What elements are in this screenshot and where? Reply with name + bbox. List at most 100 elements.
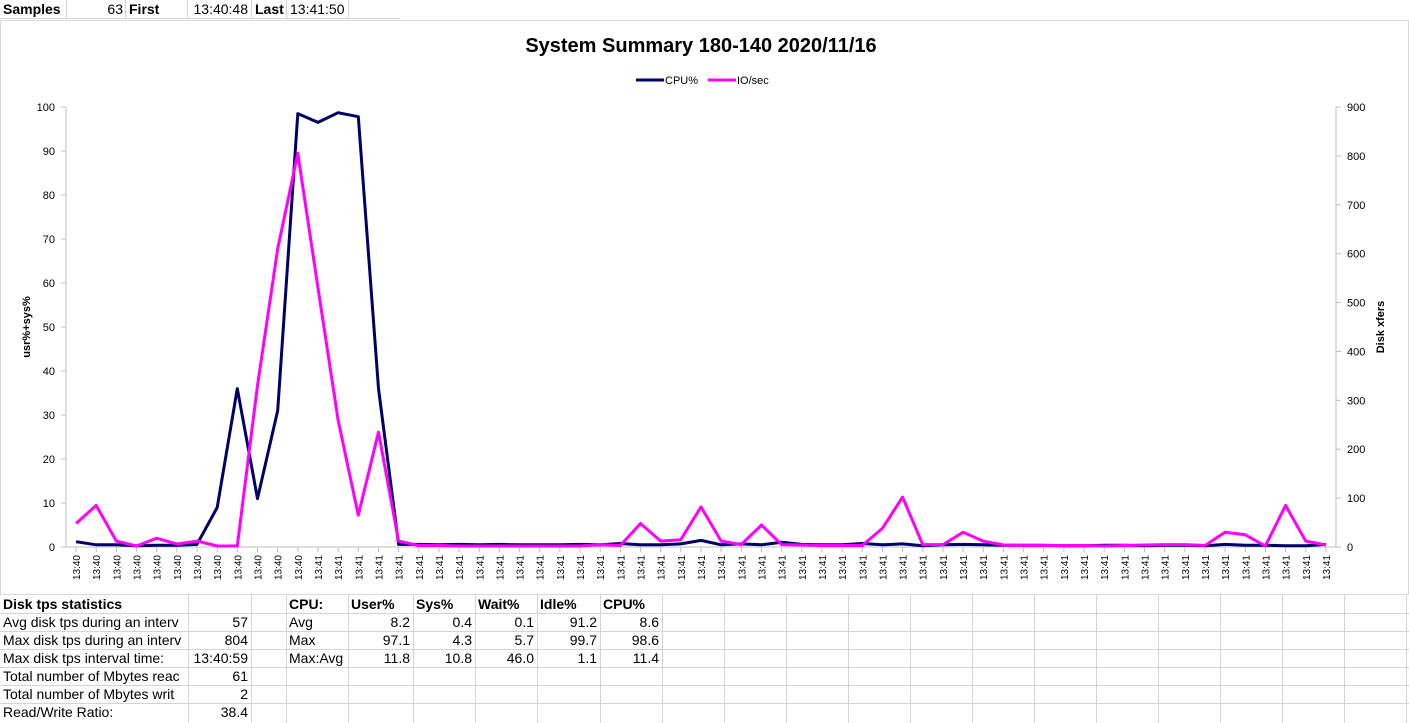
grid-line [1034,595,1035,723]
x-tick-label: 13:41 [1241,555,1252,580]
cpu-stat-value[interactable]: 0.4 [452,614,472,630]
legend-label: IO/sec [737,75,769,87]
x-tick-label: 13:41 [959,555,970,580]
chart-axes: 0 10 20 30 40 50 60 70 80 90 100 0 100 200 300 400 500 60… [21,102,1387,580]
chart-legend: CPU% IO/sec [636,75,769,87]
cpu-stat-value[interactable]: 11.4 [632,650,659,666]
x-tick-label: 13:41 [1040,555,1051,580]
disk-stat-label: Max disk tps interval time: [3,650,165,666]
cpu-stat-value[interactable]: 4.3 [452,632,472,648]
grid-line [0,613,1409,614]
x-tick-label: 13:41 [798,555,809,580]
grid-line [910,595,911,723]
x-tick-label: 13:41 [1221,555,1232,580]
cpu-stat-value[interactable]: 46.0 [506,650,534,666]
x-tick-label: 13:41 [1120,555,1131,580]
cpu-stat-value[interactable]: 0.1 [514,614,534,630]
grid-line [1096,595,1097,723]
x-tick-label: 13:40 [213,555,224,580]
x-tick-label: 13:41 [1322,555,1333,580]
x-tick-label: 13:40 [92,555,103,580]
grid-line [972,595,973,723]
cpu-stat-value[interactable]: 11.8 [383,650,410,666]
grid-line [0,631,1409,632]
x-tick-label: 13:41 [616,555,627,580]
y-right-tick-label: 300 [1347,395,1365,407]
grid-line [251,595,252,723]
disk-stat-value[interactable]: 57 [232,614,248,630]
grid-line [600,595,601,723]
x-tick-label: 13:41 [536,555,547,580]
cpu-stats-title: CPU: [289,596,324,612]
series-line-io-sec [75,151,1327,548]
cpu-stat-row-label: Avg [289,614,313,630]
cpu-stat-value[interactable]: 99.7 [569,632,597,648]
cpu-stat-row-label: Max [289,632,316,648]
y-left-tick-label: 20 [43,454,55,466]
x-tick-label: 13:41 [757,555,768,580]
y-right-tick-label: 500 [1347,298,1365,310]
x-tick-label: 13:41 [697,555,708,580]
cpu-stat-value[interactable]: 91.2 [569,614,597,630]
samples-value[interactable]: 63 [107,1,123,17]
cpu-stat-value[interactable]: 8.2 [390,614,410,630]
x-tick-label: 13:41 [1201,555,1212,580]
x-tick-label: 13:41 [475,555,486,580]
x-tick-label: 13:41 [1261,555,1272,580]
cpu-stat-value[interactable]: 5.7 [514,632,534,648]
disk-stat-label: Total number of Mbytes reac [3,668,180,684]
y-right-tick-label: 200 [1347,444,1365,456]
grid-line [0,649,1409,650]
x-tick-label: 13:41 [818,555,829,580]
x-tick-label: 13:41 [1181,555,1192,580]
x-tick-label: 13:41 [334,555,345,580]
disk-stat-value[interactable]: 61 [232,668,248,684]
y-left-tick-label: 50 [43,322,55,334]
disk-stat-value[interactable]: 804 [224,632,248,648]
grid-line [724,595,725,723]
system-summary-chart[interactable]: System Summary 180-140 2020/11/16 CPU% IO… [0,20,1409,595]
x-tick-label: 13:41 [999,555,1010,580]
grid-line [662,595,663,723]
y-right-tick-label: 100 [1347,493,1365,505]
x-tick-label: 13:41 [435,555,446,580]
x-tick-label: 13:40 [254,555,265,580]
x-tick-label: 13:40 [153,555,164,580]
x-tick-label: 13:41 [314,555,325,580]
first-label: First [129,1,160,17]
legend-label: CPU% [665,75,698,87]
cpu-stat-header: CPU% [603,596,646,612]
disk-stats-title: Disk tps statistics [3,596,123,612]
samples-label: Samples [3,1,61,17]
first-value[interactable]: 13:40:48 [193,1,249,17]
x-tick-label: 13:41 [576,555,587,580]
cpu-stat-header: Sys% [416,596,454,612]
x-tick-label: 13:41 [858,555,869,580]
x-tick-label: 13:41 [778,555,789,580]
disk-stat-value[interactable]: 38.4 [220,704,248,720]
disk-stat-value[interactable]: 2 [240,686,248,702]
x-tick-label: 13:41 [878,555,889,580]
x-tick-label: 13:41 [919,555,930,580]
x-tick-label: 13:40 [274,555,285,580]
x-tick-label: 13:41 [1100,555,1111,580]
cpu-stat-value[interactable]: 1.1 [577,650,597,666]
disk-stat-value[interactable]: 13:40:59 [193,650,249,666]
x-tick-label: 13:41 [637,555,648,580]
cpu-stat-value[interactable]: 97.1 [382,632,410,648]
last-value[interactable]: 13:41:50 [290,1,345,17]
x-tick-label: 13:41 [1080,555,1091,580]
cpu-stat-value[interactable]: 8.6 [639,614,659,630]
x-tick-label: 13:41 [354,555,365,580]
y-right-tick-label: 900 [1347,102,1365,114]
cpu-stat-value[interactable]: 98.6 [631,632,659,648]
cpu-stat-header: Idle% [540,596,577,612]
cpu-stat-value[interactable]: 10.8 [444,650,472,666]
y-axis-right-label: Disk xfers [1375,301,1387,354]
x-tick-label: 13:41 [415,555,426,580]
chart-title: System Summary 180-140 2020/11/16 [525,35,876,57]
x-tick-label: 13:41 [495,555,506,580]
x-tick-label: 13:40 [72,555,83,580]
disk-stat-label: Max disk tps during an interv [3,632,182,648]
y-left-tick-label: 0 [49,542,55,554]
